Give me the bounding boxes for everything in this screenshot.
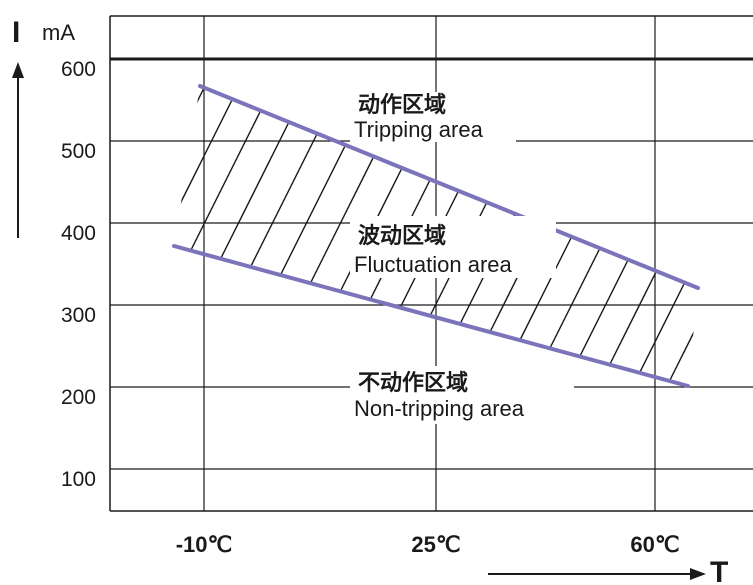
x-tick-60: 60℃ (630, 532, 679, 557)
fluctuation-area-en: Fluctuation area (354, 252, 513, 277)
non-tripping-area-zh: 不动作区域 (358, 370, 468, 396)
tripping-area-en: Tripping area (354, 117, 484, 142)
y-axis-arrow-icon (12, 62, 24, 238)
y-axis-unit: mA (42, 20, 75, 45)
upper-boundary-line (198, 84, 700, 290)
x-axis-arrow-icon (488, 568, 706, 580)
x-tick-minus10: -10℃ (176, 532, 233, 557)
y-tick-500: 500 (61, 140, 96, 163)
x-tick-25: 25℃ (411, 532, 460, 557)
y-tick-200: 200 (61, 386, 96, 409)
non-tripping-area-en: Non-tripping area (354, 396, 525, 421)
lower-boundary-line (172, 244, 690, 388)
y-tick-100: 100 (61, 468, 96, 491)
fluctuation-hatch (174, 86, 698, 386)
y-tick-600: 600 (61, 58, 96, 81)
x-axis-label: T (710, 556, 728, 585)
y-tick-400: 400 (61, 222, 96, 245)
y-axis-label: I (12, 16, 20, 49)
tripping-area-zh: 动作区域 (358, 92, 446, 118)
y-tick-300: 300 (61, 304, 96, 327)
fluctuation-area-zh: 波动区域 (358, 223, 446, 249)
